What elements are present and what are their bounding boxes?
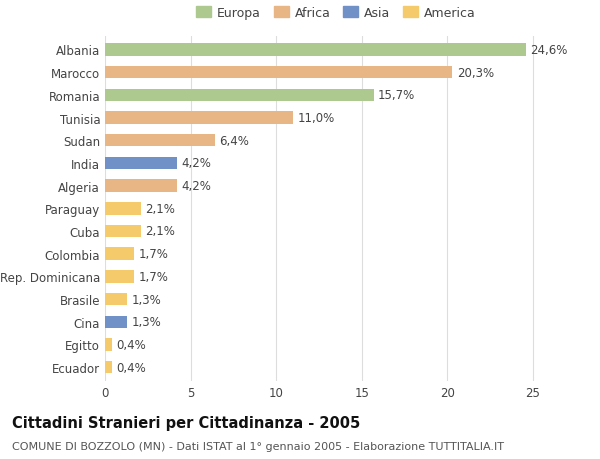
Bar xyxy=(105,134,215,147)
Bar xyxy=(105,293,127,306)
Bar xyxy=(105,180,177,192)
Bar xyxy=(105,361,112,374)
Bar xyxy=(105,248,134,260)
Bar xyxy=(105,270,134,283)
Text: 2,1%: 2,1% xyxy=(145,202,175,215)
Text: 1,3%: 1,3% xyxy=(131,316,161,329)
Text: COMUNE DI BOZZOLO (MN) - Dati ISTAT al 1° gennaio 2005 - Elaborazione TUTTITALIA: COMUNE DI BOZZOLO (MN) - Dati ISTAT al 1… xyxy=(12,441,504,451)
Bar xyxy=(105,338,112,351)
Text: 0,4%: 0,4% xyxy=(116,338,146,351)
Bar xyxy=(105,202,141,215)
Bar xyxy=(105,225,141,238)
Legend: Europa, Africa, Asia, America: Europa, Africa, Asia, America xyxy=(192,3,480,23)
Text: Cittadini Stranieri per Cittadinanza - 2005: Cittadini Stranieri per Cittadinanza - 2… xyxy=(12,415,360,431)
Text: 6,4%: 6,4% xyxy=(219,134,248,147)
Bar xyxy=(105,67,452,79)
Text: 4,2%: 4,2% xyxy=(181,157,211,170)
Text: 1,3%: 1,3% xyxy=(131,293,161,306)
Text: 11,0%: 11,0% xyxy=(298,112,335,125)
Bar xyxy=(105,112,293,124)
Text: 4,2%: 4,2% xyxy=(181,180,211,193)
Text: 15,7%: 15,7% xyxy=(378,89,415,102)
Text: 1,7%: 1,7% xyxy=(139,270,168,283)
Text: 20,3%: 20,3% xyxy=(457,67,494,79)
Text: 1,7%: 1,7% xyxy=(139,248,168,261)
Text: 2,1%: 2,1% xyxy=(145,225,175,238)
Text: 24,6%: 24,6% xyxy=(530,44,568,57)
Bar xyxy=(105,90,374,102)
Bar xyxy=(105,316,127,328)
Text: 0,4%: 0,4% xyxy=(116,361,146,374)
Bar xyxy=(105,157,177,170)
Bar xyxy=(105,44,526,56)
